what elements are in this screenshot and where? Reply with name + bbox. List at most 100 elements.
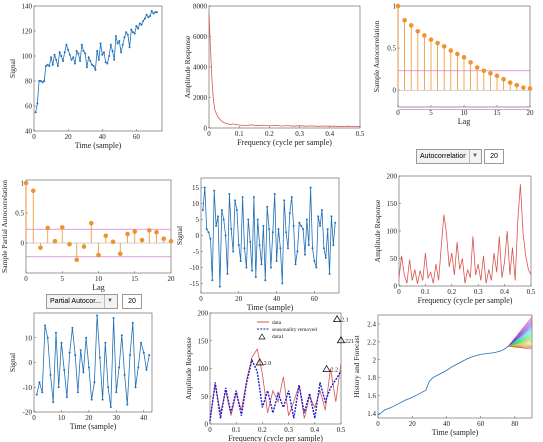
data-point [123, 36, 126, 39]
chart-panel-2: 0 0.1 0.2 0.3 0.4 0.5 0 2000 4000 6000 8000 Frequen… [183, 3, 365, 148]
data-point [241, 196, 244, 199]
data-point [149, 15, 152, 17]
series-line [36, 315, 150, 408]
y-tick-label: -15 [190, 280, 200, 288]
data-point [120, 51, 123, 54]
data-point [209, 237, 212, 240]
y-axis-label: Sample Autocorrelation [372, 21, 381, 93]
data-point [305, 218, 308, 221]
data-point [147, 16, 150, 19]
data-point [85, 336, 88, 339]
series-seasonality-removed [209, 358, 342, 422]
stem-marker [23, 180, 29, 186]
x-tick-label: 20 [409, 420, 417, 428]
annotation-marker [255, 358, 264, 366]
stem-marker [481, 68, 487, 74]
data-point [226, 272, 229, 275]
data-point [262, 224, 265, 227]
data-point [77, 52, 80, 55]
data-point [245, 266, 248, 269]
x-tick-label: 5 [429, 109, 433, 117]
data-point [73, 62, 76, 65]
data-point [332, 244, 335, 247]
y-tick-label: 200 [387, 173, 398, 181]
y-tick-label: 140 [22, 3, 33, 11]
chart-panel-8: 0 0.1 0.2 0.3 0.4 0.5 0 50 100 150 200 Frequency (c… [184, 310, 354, 442]
data-point [109, 43, 112, 46]
x-tick-label: 5 [61, 275, 65, 283]
data-point [145, 13, 148, 16]
data-point [137, 27, 140, 30]
chart-panel-5: 0 20 40 60 -15 -10 -5 0 5 10 15 Time (sample) Signal [175, 177, 340, 312]
data-point [285, 231, 288, 234]
partial-autocorrelation-select[interactable]: Partial Autocor... ▼ [46, 294, 118, 309]
chart-panel-7: 0 10 20 30 40 -20 -10 0 10 Time (sample) Signal [8, 312, 153, 431]
data-point [232, 250, 235, 253]
autocorrelation-select[interactable]: Autocorrelation ▼ [416, 149, 482, 164]
stem-marker [161, 236, 167, 242]
x-tick-label: 0 [208, 426, 212, 434]
data-point [218, 285, 221, 288]
stem-marker [45, 225, 51, 231]
x-tick-label: 0.5 [356, 130, 365, 138]
stem-marker [146, 228, 152, 233]
data-point [92, 65, 95, 67]
data-point [320, 208, 323, 211]
data-point [112, 316, 115, 319]
stem-marker [441, 44, 447, 49]
data-point [281, 282, 284, 285]
y-tick-label: 0 [393, 87, 397, 95]
x-tick-label: 0.1 [232, 426, 241, 434]
data-point [63, 368, 66, 371]
y-tick-label: 0 [21, 240, 25, 248]
data-point [140, 23, 143, 26]
data-point [131, 31, 134, 34]
lag-input-acf[interactable]: 20 [484, 149, 504, 164]
stem-marker [501, 76, 506, 82]
data-point [154, 11, 157, 14]
stem-marker [494, 73, 500, 79]
data-point [67, 48, 70, 51]
data-point [311, 247, 314, 250]
data-point [243, 247, 246, 250]
data-point [145, 368, 148, 371]
data-point [118, 40, 121, 42]
data-point [41, 81, 44, 84]
data-point [104, 61, 107, 64]
data-point [123, 373, 126, 376]
stem-marker [428, 37, 434, 42]
data-point [76, 391, 79, 394]
data-point [34, 111, 37, 114]
x-tick-label: 10 [461, 109, 469, 117]
chevron-down-icon: ▼ [103, 295, 113, 308]
data-point [294, 263, 297, 266]
x-tick-label: 0 [397, 288, 401, 296]
y-tick-label: 0 [29, 359, 33, 367]
y-tick-label: -10 [190, 264, 200, 272]
x-tick-label: 0.2 [447, 288, 456, 296]
x-tick-label: 0.1 [235, 130, 244, 138]
data-point [322, 247, 325, 250]
x-tick-label: 0 [32, 133, 36, 141]
stem-marker [110, 239, 116, 245]
data-point [211, 279, 214, 282]
data-point [72, 56, 75, 59]
data-point [107, 386, 110, 389]
data-point [90, 398, 93, 401]
stem-marker [117, 251, 123, 257]
data-point [143, 17, 146, 20]
data-point [205, 228, 208, 231]
y-axis-label: Signal [175, 226, 184, 245]
lag-input-pacf[interactable]: 20 [122, 294, 142, 309]
data-point [300, 224, 303, 227]
y-tick-label: 2.2 [367, 338, 376, 346]
y-tick-label: 100 [198, 365, 209, 373]
data-point [36, 102, 39, 105]
data-point [98, 356, 101, 359]
x-axis-label: Time (sample) [70, 422, 117, 431]
data-point [279, 247, 282, 250]
y-tick-label: 0 [196, 232, 200, 240]
data-point [39, 80, 42, 82]
data-point [104, 341, 107, 344]
y-tick-label: 5 [196, 216, 200, 224]
